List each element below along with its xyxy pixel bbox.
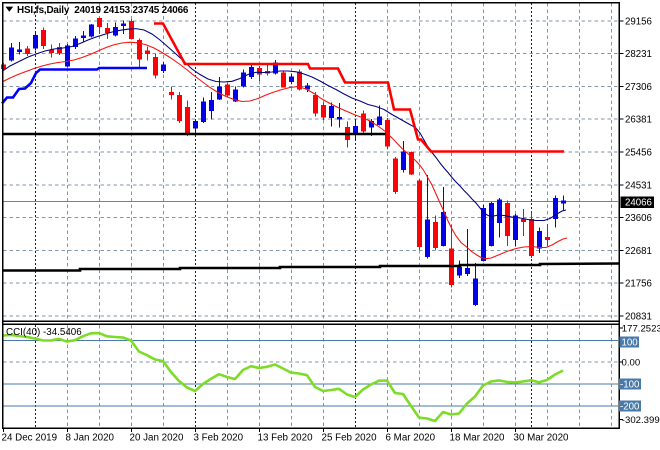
svg-text:CCI(40) -34.5406: CCI(40) -34.5406 bbox=[6, 327, 82, 338]
svg-text:22681: 22681 bbox=[625, 246, 652, 257]
svg-text:100: 100 bbox=[622, 338, 639, 349]
svg-text:-200: -200 bbox=[620, 402, 640, 413]
svg-text:20 Jan 2020: 20 Jan 2020 bbox=[130, 433, 184, 444]
svg-text:26381: 26381 bbox=[625, 115, 652, 126]
svg-text:23606: 23606 bbox=[625, 213, 652, 224]
svg-text:8 Jan 2020: 8 Jan 2020 bbox=[66, 433, 115, 444]
svg-text:3 Feb 2020: 3 Feb 2020 bbox=[194, 433, 244, 444]
svg-text:0.00: 0.00 bbox=[622, 358, 641, 369]
svg-text:25 Feb 2020: 25 Feb 2020 bbox=[322, 433, 378, 444]
svg-text:28231: 28231 bbox=[625, 49, 652, 60]
svg-text:-100: -100 bbox=[620, 380, 640, 391]
svg-text:24066: 24066 bbox=[625, 198, 652, 209]
svg-text:24 Dec 2019: 24 Dec 2019 bbox=[2, 433, 58, 444]
svg-text:27306: 27306 bbox=[625, 82, 652, 93]
svg-text:6 Mar 2020: 6 Mar 2020 bbox=[386, 433, 436, 444]
svg-text:177.2523: 177.2523 bbox=[622, 324, 660, 335]
svg-text:30 Mar 2020: 30 Mar 2020 bbox=[514, 433, 570, 444]
svg-text:20831: 20831 bbox=[625, 312, 652, 323]
svg-text:25456: 25456 bbox=[625, 148, 652, 159]
svg-text:HSI,fs,Daily 24019 24153 2374: HSI,fs,Daily 24019 24153 23745 24066 bbox=[17, 5, 189, 16]
svg-text:21756: 21756 bbox=[625, 279, 652, 290]
svg-text:13 Feb 2020: 13 Feb 2020 bbox=[258, 433, 314, 444]
svg-text:29156: 29156 bbox=[625, 16, 652, 27]
svg-text:-302.399: -302.399 bbox=[622, 415, 660, 426]
svg-text:18 Mar 2020: 18 Mar 2020 bbox=[450, 433, 506, 444]
svg-text:24531: 24531 bbox=[625, 180, 652, 191]
